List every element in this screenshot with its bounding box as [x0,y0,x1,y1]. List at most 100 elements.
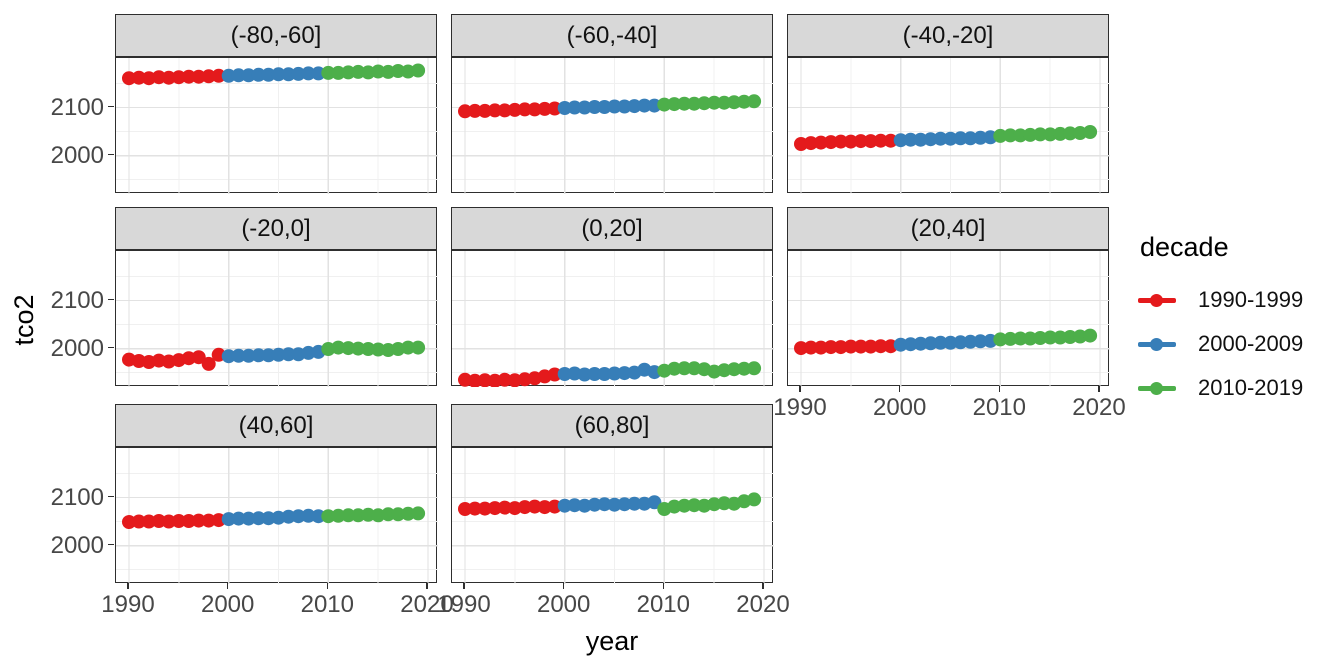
data-point [933,131,948,146]
data-point [557,101,572,115]
data-point [803,340,818,355]
data-point [411,506,426,521]
data-point [1083,328,1098,343]
data-point [361,507,376,522]
data-point [1043,330,1058,345]
data-point [361,342,376,356]
data-point [823,135,838,150]
data-point [913,132,928,147]
data-point [261,348,276,363]
data-point [923,336,938,351]
data-point [391,507,406,522]
data-point [361,65,376,80]
data-point [617,366,632,381]
x-tick-label: 2000 [200,591,255,618]
x-tick-label: 2000 [872,394,927,421]
data-point [737,361,752,376]
x-tick-mark [762,583,764,589]
data-point [122,71,136,86]
data-point [241,348,256,363]
legend-entry-label: 1990-1999 [1198,287,1304,312]
x-tick-mark [562,583,565,589]
data-point [1083,125,1098,139]
data-point [853,134,868,149]
data-point [281,509,296,524]
data-point [301,66,316,81]
data-point [241,68,256,83]
data-point [863,134,878,149]
data-point [171,514,186,528]
data-point [843,339,858,354]
data-point [131,70,146,85]
data-point [281,67,296,82]
legend-key-icon [1138,336,1176,352]
data-point [517,102,532,117]
facet-label: (60,80] [574,411,650,439]
data-point [281,347,296,362]
x-tick-mark [1098,386,1100,392]
facet-strip: (0,20] [451,207,773,250]
data-point [567,498,582,513]
data-point [497,103,512,118]
data-point [587,100,602,114]
facet-strip: (-20,0] [115,207,437,250]
panel [787,250,1110,387]
x-tick-label: 2020 [400,591,454,618]
data-point [893,337,908,352]
legend-key-dot [1150,337,1163,351]
data-point [191,350,206,365]
data-point [547,367,562,382]
data-point [341,341,356,356]
data-point [597,100,612,114]
panel-plot-svg [116,448,438,584]
data-point [151,70,166,85]
data-point [677,498,692,513]
data-point [401,506,416,521]
data-point [667,97,682,112]
data-point [251,511,266,526]
x-tick-mark [998,386,1001,392]
data-point [1063,330,1078,344]
data-point [537,101,552,116]
data-point [381,507,396,522]
data-point [331,65,346,80]
y-axis-title: tco2 [9,294,39,346]
data-point [181,514,196,528]
facet-strip: (-60,-40] [451,14,773,57]
data-point [687,498,702,513]
data-point [727,95,742,110]
legend-key-icon [1138,292,1176,308]
legend-entry-label: 2000-2009 [1198,331,1304,356]
data-point [477,501,492,516]
data-point [391,64,406,78]
legend-entries: 1990-1999 2000-2009 2010-2019 [1138,278,1338,410]
facet-label: (20,40] [910,214,986,242]
data-point [577,100,592,115]
data-point [341,508,356,523]
data-point [487,103,502,118]
panel [115,57,438,194]
data-point [201,69,216,84]
data-point [747,94,762,109]
data-point [321,509,336,524]
facet-label: (0,20] [581,214,643,242]
data-point [677,361,692,376]
data-point [717,95,732,110]
panel-plot-svg [452,251,774,387]
x-tick-mark [799,386,801,392]
x-tick-mark [463,583,465,589]
data-point [627,496,642,511]
data-point [863,339,878,354]
data-point [617,99,632,114]
data-point [467,103,482,118]
x-tick-mark [226,583,229,589]
panel-plot-svg [116,58,438,194]
y-tick-mark [108,105,114,108]
data-point [477,373,492,387]
data-point [833,340,848,355]
data-point [401,340,416,355]
data-point [657,97,672,112]
data-point [231,511,246,526]
panel [115,250,438,387]
